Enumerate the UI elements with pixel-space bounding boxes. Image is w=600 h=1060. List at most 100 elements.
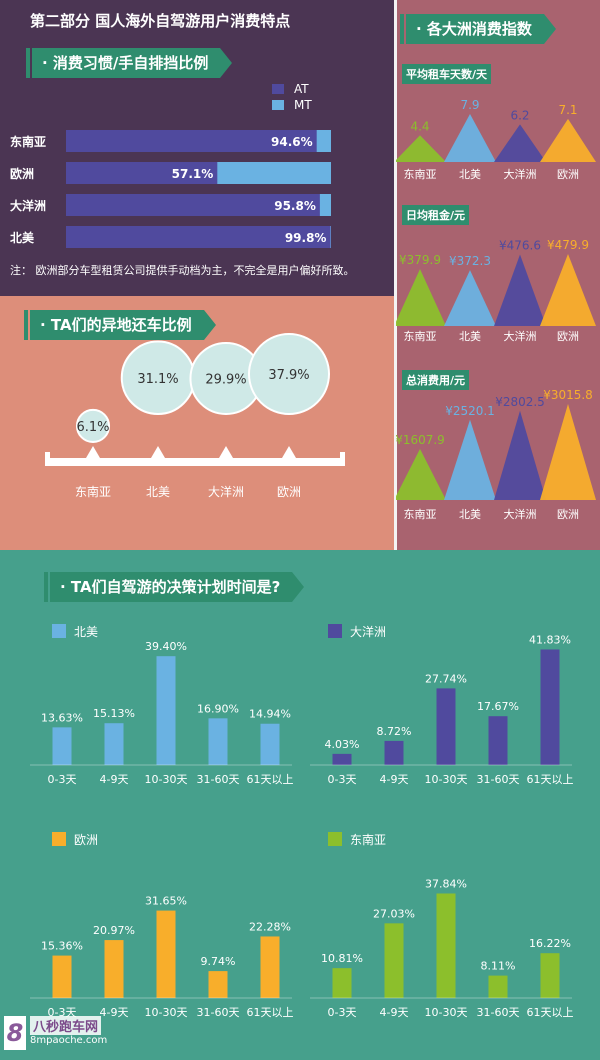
section-title-consumption: 消费习惯/手自排挡比例 bbox=[52, 54, 209, 72]
timeline-bar bbox=[45, 458, 345, 466]
bubble-value-label: 37.9% bbox=[268, 368, 309, 383]
x-tick-label: 10-30天 bbox=[145, 773, 188, 786]
bar-value-label: 22.28% bbox=[249, 920, 291, 933]
section-tag-consumption: · 消费习惯/手自排挡比例 bbox=[25, 48, 233, 78]
bar-value-label: 31.65% bbox=[145, 895, 187, 908]
triangle-mark bbox=[494, 410, 546, 500]
triangle-category-label: 东南亚 bbox=[404, 168, 437, 181]
triangle-value-label: ¥2802.5 bbox=[495, 395, 545, 409]
bubble-value-label: 29.9% bbox=[205, 372, 246, 387]
triangle-category-label: 北美 bbox=[459, 508, 481, 521]
subtitle-days: 平均租车天数/天 bbox=[402, 64, 492, 84]
legend-label: 欧洲 bbox=[74, 833, 98, 847]
triangle-value-label: ¥479.9 bbox=[547, 238, 589, 252]
x-tick-label: 61天以上 bbox=[527, 1006, 574, 1019]
section-title-continent: 各大洲消费指数 bbox=[426, 20, 532, 38]
timeline-marker bbox=[219, 446, 233, 458]
legend-label: 东南亚 bbox=[350, 832, 386, 847]
bar-value-label: 15.13% bbox=[93, 707, 135, 720]
triangle-category-label: 大洋洲 bbox=[504, 507, 537, 521]
triangle-value-label: 6.2 bbox=[510, 108, 529, 122]
bar-value-label: 16.90% bbox=[197, 702, 239, 715]
timeline-marker bbox=[282, 446, 296, 458]
bar-value-label: 4.03% bbox=[325, 738, 360, 751]
decision-charts: 北美 13.63% 0-3天 15.13% 4-9天 39.40% 10-30天 16.90%… bbox=[30, 624, 574, 1019]
bar-value-label: 17.67% bbox=[477, 700, 519, 713]
bubble-category-label: 大洋洲 bbox=[208, 484, 244, 499]
legend-at-swatch bbox=[272, 84, 284, 94]
triangle-mark bbox=[444, 419, 496, 500]
bubble-category-label: 欧洲 bbox=[277, 485, 301, 499]
legend-swatch bbox=[328, 624, 342, 638]
bubble-category-label: 东南亚 bbox=[75, 484, 111, 499]
legend-mt-swatch bbox=[272, 100, 284, 110]
category-label: 东南亚 bbox=[10, 134, 46, 149]
watermark-url: 8mpaoche.com bbox=[30, 1035, 108, 1046]
bar bbox=[104, 940, 124, 998]
right-divider bbox=[394, 0, 397, 550]
legend-at-label: AT bbox=[294, 82, 309, 96]
triangle-category-label: 北美 bbox=[459, 330, 481, 343]
x-tick-label: 0-3天 bbox=[328, 773, 357, 786]
bar-at bbox=[66, 130, 317, 152]
section-title-decision: TA们自驾游的决策计划时间是? bbox=[70, 578, 281, 596]
x-tick-label: 31-60天 bbox=[477, 1006, 520, 1019]
triangle-value-label: ¥379.9 bbox=[399, 253, 441, 267]
triangle-category-label: 欧洲 bbox=[557, 330, 579, 343]
triangle-mark bbox=[444, 270, 496, 326]
triangle-value-label: 7.9 bbox=[460, 98, 479, 112]
x-tick-label: 31-60天 bbox=[477, 773, 520, 786]
bar-value-label: 14.94% bbox=[249, 708, 291, 721]
category-label: 大洋洲 bbox=[10, 198, 46, 213]
x-tick-label: 31-60天 bbox=[197, 1006, 240, 1019]
triangle-mark bbox=[396, 135, 446, 162]
bullet-dot: · bbox=[42, 54, 53, 72]
bar-value-label: 13.63% bbox=[41, 711, 83, 724]
triangle-category-label: 大洋洲 bbox=[504, 167, 537, 181]
bar bbox=[52, 727, 72, 765]
bar-value-label: 10.81% bbox=[321, 952, 363, 965]
green-panel bbox=[0, 550, 600, 1060]
triangle-mark bbox=[444, 114, 496, 162]
bar bbox=[384, 923, 404, 998]
bar-value-label: 41.83% bbox=[529, 633, 571, 646]
legend-label: 大洋洲 bbox=[350, 624, 386, 639]
category-label: 欧洲 bbox=[10, 166, 34, 181]
timeline-marker bbox=[86, 446, 100, 458]
triangle-value-label: ¥1607.9 bbox=[396, 433, 445, 447]
triangle-value-label: ¥3015.8 bbox=[543, 388, 593, 402]
bar-value-label: 99.8% bbox=[285, 231, 327, 245]
legend-swatch bbox=[52, 624, 66, 638]
triangle-category-label: 欧洲 bbox=[557, 168, 579, 181]
x-tick-label: 10-30天 bbox=[425, 773, 468, 786]
bar-at bbox=[66, 194, 320, 216]
category-label: 北美 bbox=[10, 230, 35, 245]
x-tick-label: 10-30天 bbox=[145, 1006, 188, 1019]
triangle-value-label: 4.4 bbox=[410, 119, 429, 133]
bar-value-label: 95.8% bbox=[274, 199, 316, 213]
x-tick-label: 4-9天 bbox=[380, 773, 409, 786]
bubble-value-label: 31.1% bbox=[137, 372, 178, 387]
bar bbox=[540, 649, 560, 765]
x-tick-label: 31-60天 bbox=[197, 773, 240, 786]
triangle-category-label: 欧洲 bbox=[557, 508, 579, 521]
triangle-value-label: 7.1 bbox=[558, 103, 577, 117]
x-tick-label: 10-30天 bbox=[425, 1006, 468, 1019]
x-tick-label: 61天以上 bbox=[247, 773, 294, 786]
bar bbox=[488, 716, 508, 765]
return-chart: 6.1% 东南亚 31.1% 北美 29.9% 大洋洲 37.9% 欧洲 bbox=[45, 333, 345, 499]
subtitle-total: 总消费用/元 bbox=[402, 370, 470, 390]
bar bbox=[260, 723, 280, 765]
bar bbox=[436, 893, 456, 998]
triangle-mark bbox=[396, 269, 446, 326]
triangle-mark bbox=[396, 448, 446, 500]
bar bbox=[104, 723, 124, 765]
bar bbox=[384, 740, 404, 765]
bubble-value-label: 6.1% bbox=[76, 420, 109, 435]
bar-value-label: 27.03% bbox=[373, 907, 415, 920]
bar-value-label: 16.22% bbox=[529, 937, 571, 950]
timeline-cap-left bbox=[45, 452, 50, 466]
bar-value-label: 37.84% bbox=[425, 877, 467, 890]
triangle-mark bbox=[540, 404, 596, 500]
section-tag-return: · TA们的异地还车比例 bbox=[24, 310, 216, 340]
